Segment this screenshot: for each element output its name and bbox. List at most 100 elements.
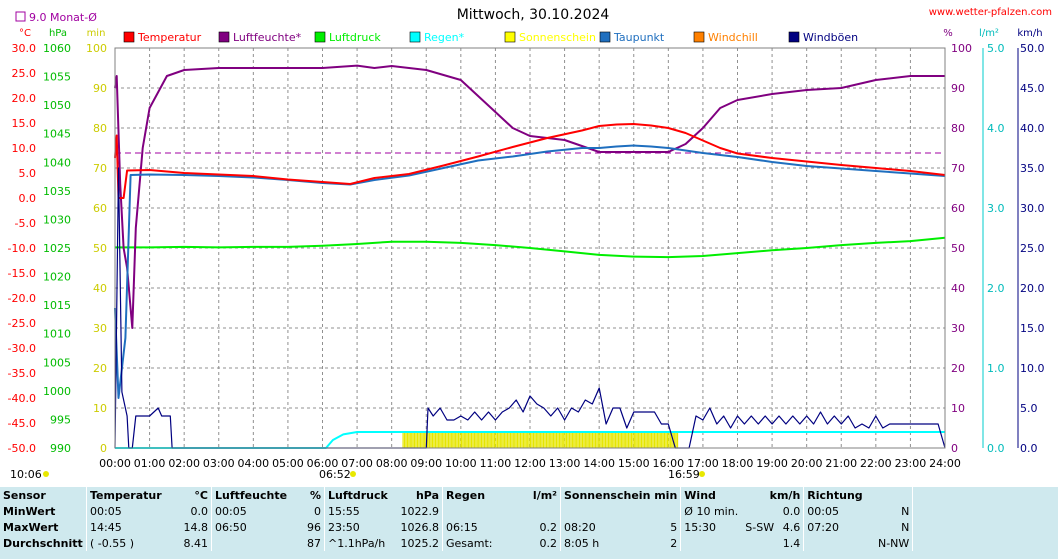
tick-label-wind: 50.0: [1020, 42, 1045, 55]
direction-time: [803, 535, 859, 551]
tick-label-pressure: 1040: [43, 156, 71, 169]
tick-label-humidity: 50: [951, 242, 965, 255]
temp-unit: °C: [19, 28, 31, 39]
site-link[interactable]: www.wetter-pfalzen.com: [929, 7, 1052, 18]
sun-value: 2: [670, 536, 678, 550]
monthly-average-swatch: [15, 11, 26, 22]
sunset-time-label: 16:59: [668, 468, 700, 481]
tick-label-sun_min: 0: [100, 442, 107, 455]
sun-time: 8:05 h: [560, 535, 652, 551]
tick-label-sun_min: 80: [93, 122, 107, 135]
tick-label-temp: -50.0: [8, 442, 36, 455]
tick-label-humidity: 10: [951, 402, 965, 415]
x-tick-label: 14:00: [583, 457, 615, 470]
row-label: MaxWert: [3, 520, 59, 534]
tick-label-wind: 20.0: [1020, 282, 1045, 295]
humidity-time: [211, 535, 298, 551]
rain-value: 0.2: [539, 520, 558, 534]
tick-label-pressure: 1050: [43, 99, 71, 112]
pressure-value: 1022.9: [400, 504, 440, 518]
series-line-temperatur: [114, 123, 946, 199]
tick-label-rain: 5.0: [987, 42, 1005, 55]
legend-swatch: [123, 31, 135, 43]
legend: Temperatur Luftfeuchte* Luftdruck Regen* Son…: [123, 31, 858, 44]
tick-label-sun_min: 90: [93, 82, 107, 95]
tick-label-temp: -35.0: [8, 367, 36, 380]
tick-label-rain: 3.0: [987, 202, 1005, 215]
sun-time: 08:20: [560, 519, 652, 535]
rain-time: 06:15: [442, 519, 529, 535]
tick-label-wind: 10.0: [1020, 362, 1045, 375]
tick-label-pressure: 1030: [43, 213, 71, 226]
wind-direction: S-SW: [745, 520, 775, 534]
temp-time: 14:45: [86, 519, 175, 535]
humidity-value: 0: [314, 504, 321, 518]
direction-value: N-NW: [877, 536, 910, 550]
tick-label-temp: -25.0: [8, 317, 36, 330]
spacer-cell: [912, 487, 1050, 503]
tick-label-pressure: 1000: [43, 385, 71, 398]
pressure-time: ^1.1hPa/h: [324, 535, 391, 551]
tick-label-humidity: 90: [951, 82, 965, 95]
x-tick-label: 08:00: [376, 457, 408, 470]
tick-label-temp: -5.0: [15, 217, 36, 230]
header-wind: Wind: [680, 487, 743, 503]
tick-label-humidity: 40: [951, 282, 965, 295]
header-pressure: Luftdruck: [324, 487, 391, 503]
tick-label-sun_min: 20: [93, 362, 107, 375]
x-tick-label: 20:00: [791, 457, 823, 470]
pressure-value: 1026.8: [400, 520, 440, 534]
direction-value: N: [901, 520, 910, 534]
x-tick-label: 01:00: [134, 457, 166, 470]
sun-value: 5: [670, 520, 678, 534]
tick-label-humidity: 0: [951, 442, 958, 455]
humidity-value: 96: [307, 520, 321, 534]
x-tick-label: 07:00: [341, 457, 373, 470]
x-tick-label: 12:00: [514, 457, 546, 470]
rain-value: [529, 503, 561, 519]
header-temperature: Temperatur: [86, 487, 175, 503]
x-tick-label: 22:00: [860, 457, 892, 470]
temp-time: 00:05: [86, 503, 175, 519]
x-tick-label: 24:00: [929, 457, 961, 470]
sun-value: [651, 503, 680, 519]
tick-label-pressure: 1010: [43, 328, 71, 341]
wind-direction: [742, 503, 778, 519]
tick-label-temp: 30.0: [12, 42, 37, 55]
tick-label-wind: 30.0: [1020, 202, 1045, 215]
tick-label-rain: 4.0: [987, 122, 1005, 135]
wind-value: 4.6: [782, 520, 801, 534]
tick-label-humidity: 20: [951, 362, 965, 375]
tick-label-temp: -30.0: [8, 342, 36, 355]
humidity-value: 87: [307, 536, 321, 550]
legend-label: Taupunkt: [613, 31, 665, 44]
sunrise-icon: [350, 471, 356, 477]
tick-label-humidity: 100: [951, 42, 972, 55]
humidity-time: 06:50: [211, 519, 298, 535]
sunset-icon: [699, 471, 705, 477]
spacer-cell: [912, 503, 1050, 519]
legend-label: Temperatur: [137, 31, 202, 44]
tick-label-humidity: 60: [951, 202, 965, 215]
tick-label-temp: 0.0: [19, 192, 37, 205]
header-temperature-unit: °C: [194, 488, 208, 502]
wind-value: 0.0: [782, 504, 801, 518]
statistics-panel: Sensor Temperatur °C Luftfeuchte % Luftd…: [0, 487, 1058, 559]
series-group: [114, 64, 946, 449]
sun-time: [560, 503, 652, 519]
tick-label-sun_min: 30: [93, 322, 107, 335]
legend-swatch: [599, 31, 611, 43]
tick-label-wind: 0.0: [1020, 442, 1038, 455]
tick-label-humidity: 30: [951, 322, 965, 335]
tick-label-temp: 20.0: [12, 92, 37, 105]
stats-row-min: MinWert 00:05 0.0 00:05 0 15:55 1022.9 Ø…: [0, 503, 1050, 519]
tick-label-temp: -40.0: [8, 392, 36, 405]
tick-label-wind: 35.0: [1020, 162, 1045, 175]
tick-label-sun_min: 50: [93, 242, 107, 255]
statistics-table: Sensor Temperatur °C Luftfeuchte % Luftd…: [0, 487, 1050, 551]
legend-swatch: [693, 31, 705, 43]
x-tick-label: 00:00: [99, 457, 131, 470]
chart-background: [0, 0, 1058, 487]
direction-time: 00:05: [803, 503, 859, 519]
x-tick-label: 16:00: [652, 457, 684, 470]
